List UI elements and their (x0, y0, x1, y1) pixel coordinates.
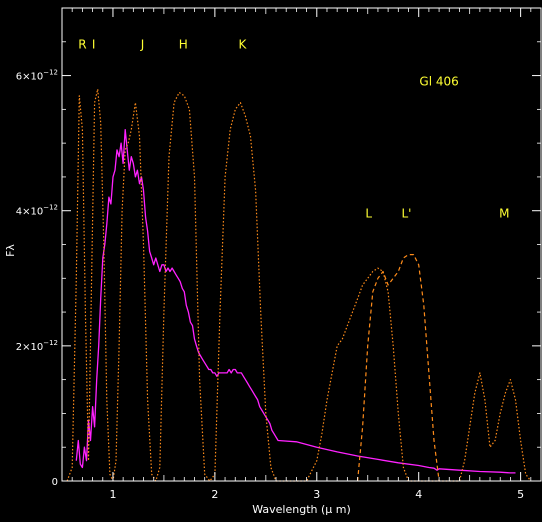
band-label: K (238, 38, 247, 52)
y-tick-label: 4×10−12 (16, 204, 58, 218)
series-line-dashed (357, 254, 440, 482)
axes-layer (61, 7, 542, 482)
object-name-label: Gl 406 (419, 75, 458, 89)
x-tick-label: 5 (517, 488, 524, 501)
y-tick-label: 2×10−12 (16, 339, 58, 353)
series-line-solid (75, 128, 516, 474)
x-tick-label: 2 (211, 488, 218, 501)
band-label: R (78, 38, 86, 52)
x-axis-label: Wavelength (μ m) (252, 503, 351, 516)
y-tick-label: 0 (52, 477, 58, 488)
band-label: L' (401, 206, 411, 220)
x-tick-label: 4 (415, 488, 422, 501)
y-axis-label: Fλ (4, 244, 17, 257)
band-label: I (92, 38, 96, 52)
band-label: J (140, 38, 145, 52)
band-label: H (179, 38, 188, 52)
text-layer: 1 2 3 4 5 0 2×10−12 4×10−12 6×10−12 Wavelength (μ… (4, 38, 524, 516)
x-tick-label: 1 (109, 488, 116, 501)
x-tick-label: 3 (313, 488, 320, 501)
band-label: L (365, 206, 372, 220)
y-tick-label: 6×10−12 (16, 69, 58, 83)
band-label: M (499, 206, 509, 220)
